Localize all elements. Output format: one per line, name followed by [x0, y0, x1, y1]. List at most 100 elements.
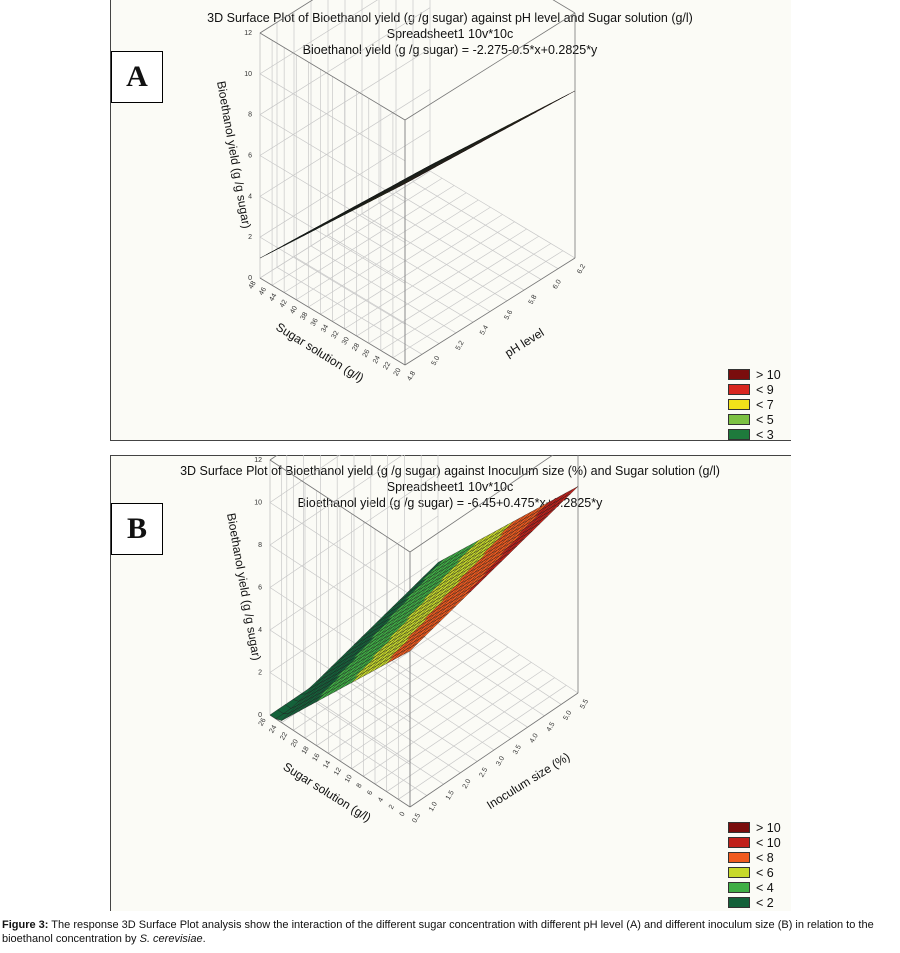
y-tick-label: 2 [388, 804, 396, 811]
legend-swatch [728, 882, 750, 893]
y-tick-label: 8 [356, 782, 364, 789]
x-tick-label: 2.5 [478, 767, 489, 779]
axis-edge [404, 257, 576, 366]
axis-edge [259, 277, 406, 366]
grid-line [398, 685, 567, 800]
gridlines [259, 0, 576, 366]
grid-line [363, 662, 532, 777]
y-tick-label: 44 [268, 292, 278, 302]
legend-swatch [728, 384, 750, 395]
z-tick-label: 0 [258, 712, 262, 719]
y-tick-label: 24 [372, 355, 382, 365]
legend-label: < 8 [756, 850, 774, 865]
y-tick-label: 10 [344, 774, 354, 784]
legend-swatch [728, 369, 750, 380]
z-tick-label: 0 [248, 275, 252, 282]
y-tick-label: 28 [351, 342, 361, 352]
plot-frame-a [110, 0, 791, 441]
z-tick-label: 2 [258, 670, 262, 677]
legend-swatch [728, 867, 750, 878]
legend-item: < 8 [728, 850, 781, 865]
z-tick-label: 6 [258, 585, 262, 592]
legend-b: > 10 < 10 < 8 < 6 < 4 < 2 [728, 820, 781, 910]
axis-edge [269, 459, 411, 553]
legend-label: < 9 [756, 382, 774, 397]
grid-line [351, 654, 520, 769]
z-tick-label: 4 [248, 193, 252, 200]
legend-item: < 4 [728, 880, 781, 895]
x-tick-label: 2.0 [462, 778, 473, 790]
chart-title-a: 3D Surface Plot of Bioethanol yield (g /… [207, 11, 693, 25]
z-tick-label: 6 [248, 153, 252, 160]
axis-edge [259, 0, 314, 34]
figure-caption: Figure 3: The response 3D Surface Plot a… [2, 918, 898, 946]
y-tick-label: 20 [290, 738, 300, 748]
legend-item: < 2 [728, 895, 781, 910]
x-tick-label: 3.5 [512, 744, 523, 756]
caption-label: Figure 3: [2, 919, 49, 931]
legend-swatch [728, 414, 750, 425]
legend-label: < 2 [756, 895, 774, 910]
grid-line [368, 235, 539, 344]
legend-item: < 5 [728, 412, 781, 427]
x-tick-label: 5.0 [562, 710, 573, 722]
legend-item: < 3 [728, 427, 781, 442]
x-tick-label: 4.5 [546, 721, 557, 733]
surface [269, 486, 579, 721]
surface-cell [564, 486, 579, 498]
x-tick-label: 4.8 [406, 370, 417, 382]
x-axis-title: pH level [502, 325, 546, 360]
legend-label: < 5 [756, 412, 774, 427]
grid-line [259, 170, 431, 279]
grid-line [293, 616, 462, 731]
titles-b: 3D Surface Plot of Bioethanol yield (g /… [110, 463, 790, 511]
titles-a: 3D Surface Plot of Bioethanol yield (g /… [110, 10, 790, 58]
legend-swatch [728, 399, 750, 410]
x-tick-label: 4.0 [529, 732, 540, 744]
caption-end: . [202, 933, 206, 945]
y-tick-label: 38 [300, 311, 310, 321]
y-tick-label: 46 [258, 286, 268, 296]
axis-edge [552, 0, 576, 14]
chart-equation-b: Bioethanol yield (g /g sugar) = -6.45+0.… [297, 496, 603, 510]
legend-label: < 3 [756, 427, 774, 442]
plot-frame-b [110, 455, 791, 911]
z-tick-label: 12 [254, 457, 262, 464]
x-tick-label: 6.0 [552, 278, 563, 290]
surface [259, 90, 576, 259]
y-tick-label: 0 [399, 811, 407, 818]
grid-line [296, 192, 467, 301]
surface-plot-a: 1210864204.85.05.25.45.65.86.06.24846444… [214, 0, 587, 385]
x-tick-label: 3.0 [495, 755, 506, 767]
surface-plot-b: 1210864200.51.01.52.02.53.03.54.04.55.05… [224, 455, 590, 825]
panel-label-a: A [111, 51, 163, 103]
grid-line [356, 228, 527, 337]
chart-subtitle-b: Spreadsheet1 10v*10c [386, 480, 514, 494]
legend-item: < 6 [728, 865, 781, 880]
legend-swatch [728, 822, 750, 833]
legend-item: < 10 [728, 835, 781, 850]
x-tick-label: 1.0 [428, 801, 439, 813]
panel-a: 3D Surface Plot of Bioethanol yield (g /… [0, 0, 900, 442]
axis-edge [269, 714, 411, 808]
y-tick-label: 16 [312, 752, 322, 762]
y-tick-label: 22 [279, 731, 289, 741]
y-tick-label: 42 [279, 299, 289, 309]
y-tick-label: 48 [248, 280, 258, 290]
legend-item: < 9 [728, 382, 781, 397]
axis-edge [404, 12, 576, 121]
y-tick-label: 4 [377, 797, 385, 804]
axis-edge [409, 692, 579, 808]
panel-b: 3D Surface Plot of Bioethanol yield (g /… [0, 455, 900, 911]
legend-swatch [728, 429, 750, 440]
legend-item: > 10 [728, 367, 781, 382]
legend-swatch [728, 852, 750, 863]
tick-labels: 1210864204.85.05.25.45.65.86.06.24846444… [244, 30, 587, 382]
x-tick-label: 6.2 [576, 263, 587, 275]
y-tick-label: 18 [301, 745, 311, 755]
grid-line [316, 631, 485, 746]
legend-label: < 7 [756, 397, 774, 412]
y-tick-label: 26 [258, 717, 268, 727]
y-tick-label: 32 [331, 330, 341, 340]
legend-item: < 7 [728, 397, 781, 412]
